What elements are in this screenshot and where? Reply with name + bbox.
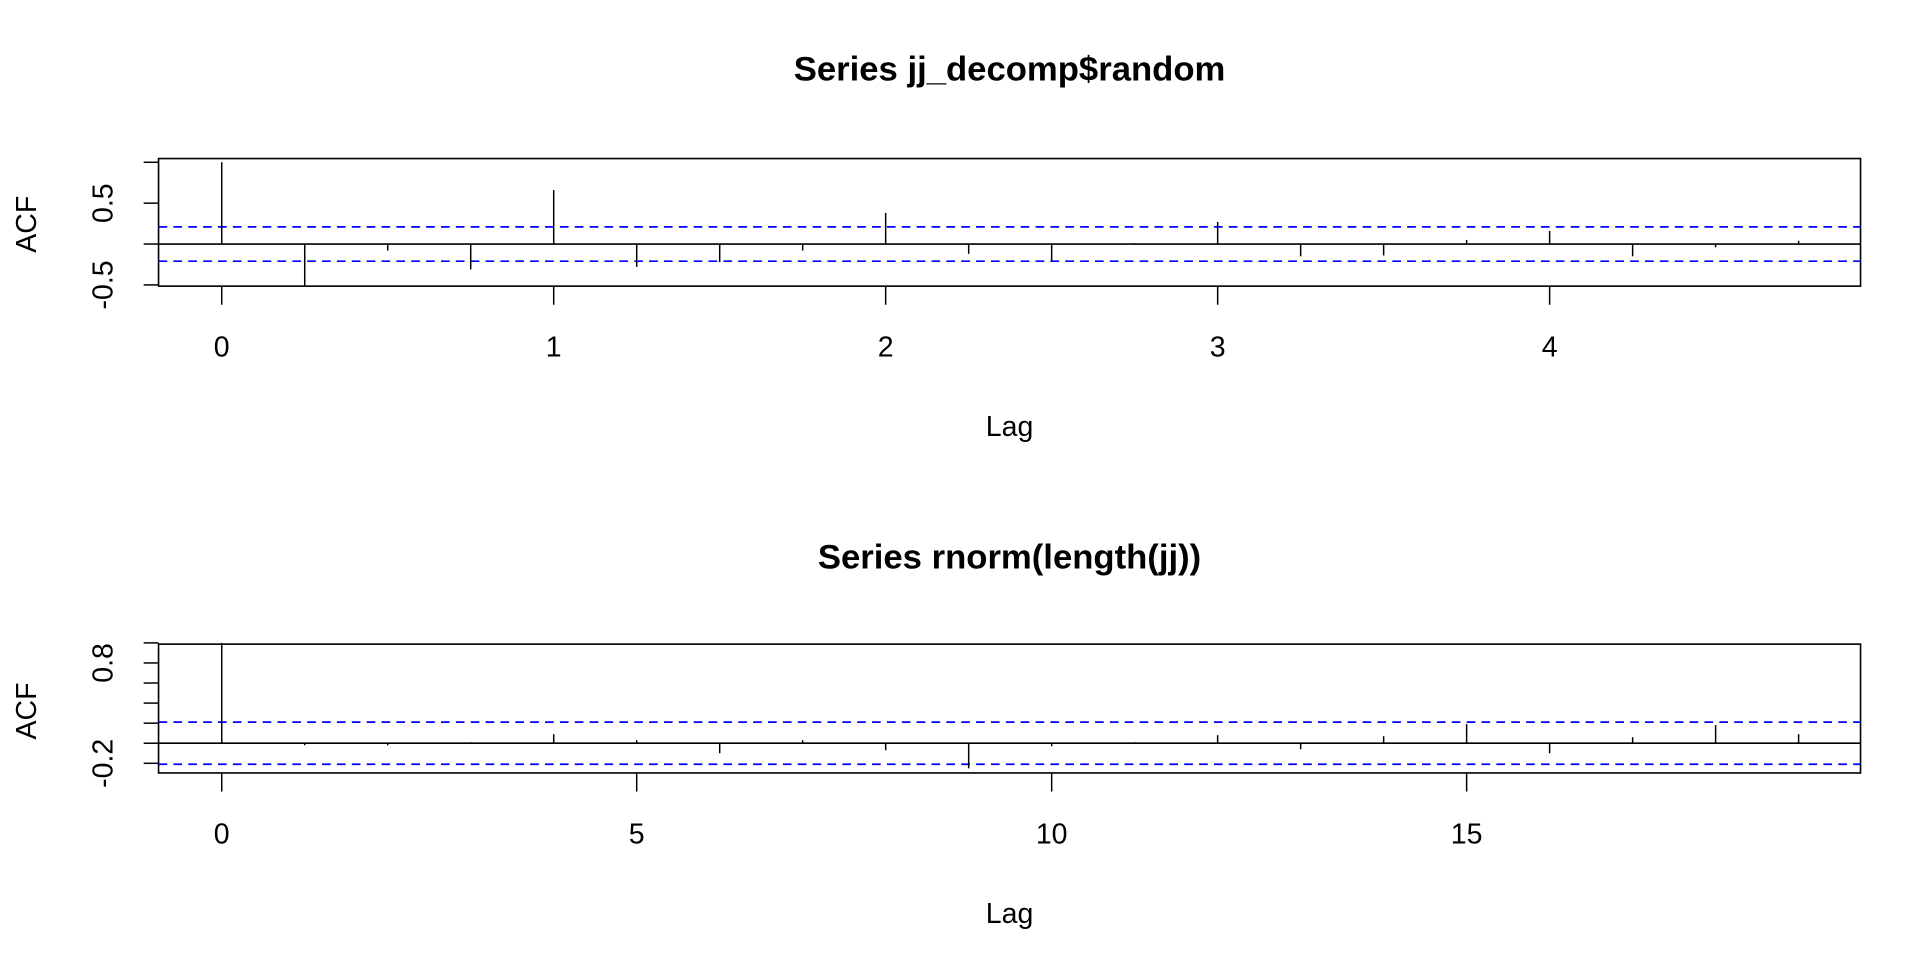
- x-axis-label: Lag: [986, 898, 1034, 930]
- y-axis-label: ACF: [11, 196, 43, 253]
- acf-panel-rnorm: Series rnorm(length(jj)) Lag ACF -0.2 0.8…: [11, 539, 1862, 930]
- x-tick-label: 10: [1036, 819, 1068, 851]
- chart-title: Series jj_decomp$random: [794, 51, 1226, 89]
- y-tick-label: -0.5: [88, 260, 120, 309]
- y-axis-label: ACF: [11, 683, 43, 740]
- x-tick-label: 4: [1542, 332, 1558, 364]
- acf-panel-random: Series jj_decomp$random Lag ACF -0.5 0.5 0…: [11, 51, 1862, 443]
- x-tick-label: 3: [1210, 332, 1226, 364]
- x-tick-label: 2: [878, 332, 894, 364]
- x-tick-label: 1: [546, 332, 562, 364]
- y-tick-label: -0.2: [88, 739, 120, 788]
- x-tick-label: 15: [1451, 819, 1483, 851]
- plot-frame: [157, 157, 1862, 287]
- y-tick-label: 0.8: [88, 643, 120, 683]
- x-tick-label: 0: [214, 332, 230, 364]
- x-tick-label: 0: [214, 819, 230, 851]
- x-tick-label: 5: [629, 819, 645, 851]
- plot-frame: [157, 643, 1862, 774]
- chart-title: Series rnorm(length(jj)): [818, 539, 1201, 577]
- y-tick-label: 0.5: [88, 183, 120, 223]
- x-axis-label: Lag: [986, 411, 1034, 443]
